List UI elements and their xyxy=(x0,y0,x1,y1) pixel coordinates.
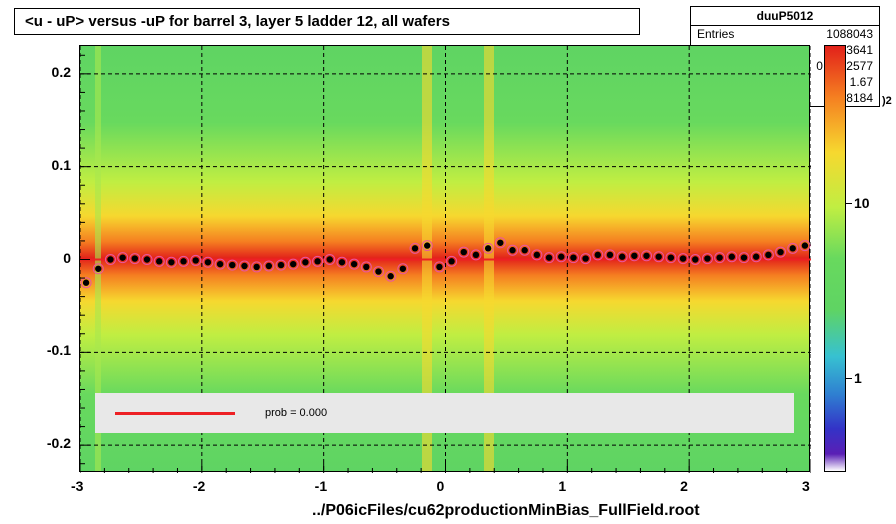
y-tick: 0.1 xyxy=(52,157,71,173)
prob-line xyxy=(115,412,235,415)
y-tick: -0.1 xyxy=(47,342,71,358)
colorbar xyxy=(824,45,846,472)
colorbar-tick: 10 xyxy=(854,195,870,211)
title-text: <u - uP> versus -uP for barrel 3, layer … xyxy=(25,13,450,30)
y-tick: 0 xyxy=(63,250,71,266)
x-tick: -1 xyxy=(315,478,327,494)
prob-text: prob = 0.000 xyxy=(265,407,327,419)
chart-title: <u - uP> versus -uP for barrel 3, layer … xyxy=(14,8,640,35)
file-caption: ../P06icFiles/cu62productionMinBias_Full… xyxy=(312,502,700,520)
x-tick: 0 xyxy=(437,478,445,494)
stats-row: Entries1088043 xyxy=(691,26,879,42)
x-tick: -3 xyxy=(71,478,83,494)
colorbar-tick: 1 xyxy=(854,370,862,386)
x-tick: 1 xyxy=(558,478,566,494)
stats-name: duuP5012 xyxy=(691,7,879,26)
y-tick: 0.2 xyxy=(52,64,71,80)
y-tick: -0.2 xyxy=(47,435,71,451)
x-tick: 2 xyxy=(680,478,688,494)
x-tick: 3 xyxy=(802,478,810,494)
squared-label: )2 xyxy=(882,95,892,107)
x-tick: -2 xyxy=(193,478,205,494)
prob-box: prob = 0.000 xyxy=(95,393,794,433)
